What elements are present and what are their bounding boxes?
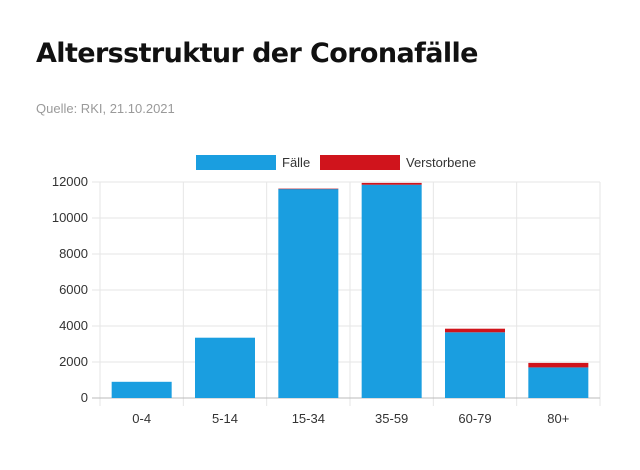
bar-deaths	[278, 188, 339, 190]
y-tick-label: 2000	[59, 354, 88, 369]
legend-label-cases: Fälle	[282, 155, 310, 170]
bar-deaths	[445, 328, 505, 333]
legend-swatch-deaths	[320, 155, 400, 170]
bar-cases	[111, 381, 172, 398]
x-tick-label: 35-59	[375, 411, 408, 426]
y-tick-label: 10000	[52, 210, 88, 225]
bar-cases	[445, 332, 505, 398]
chart-title: Altersstruktur der Coronafälle	[36, 38, 478, 69]
bar-deaths	[528, 362, 589, 368]
bar-deaths	[361, 182, 422, 185]
x-tick-label: 60-79	[458, 411, 491, 426]
x-tick-label: 0-4	[132, 411, 151, 426]
bar-cases	[528, 367, 589, 398]
x-tick-label: 5-14	[212, 411, 238, 426]
y-tick-label: 4000	[59, 318, 88, 333]
legend-swatch-cases	[196, 155, 276, 170]
y-tick-label: 0	[81, 390, 88, 405]
y-tick-label: 12000	[52, 174, 88, 189]
bar-cases	[195, 337, 255, 398]
x-tick-label: 80+	[547, 411, 569, 426]
y-tick-label: 8000	[59, 246, 88, 261]
bar-cases	[278, 188, 339, 398]
chart-source: Quelle: RKI, 21.10.2021	[36, 101, 175, 116]
y-tick-label: 6000	[59, 282, 88, 297]
x-tick-label: 15-34	[292, 411, 325, 426]
bar-cases	[361, 184, 422, 398]
legend-label-deaths: Verstorbene	[406, 155, 476, 170]
